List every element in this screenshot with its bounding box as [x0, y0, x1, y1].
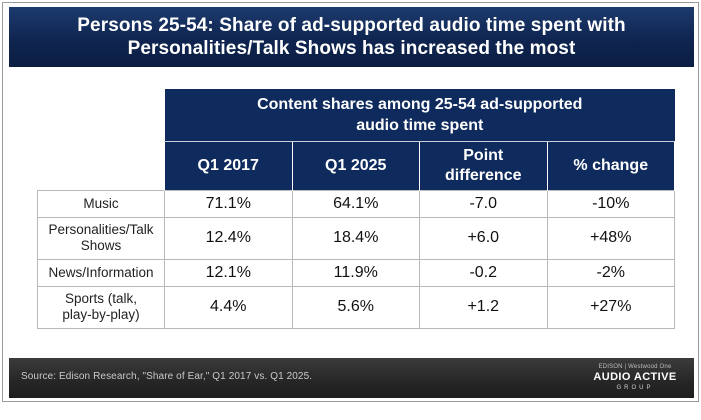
cell-point-difference: -0.2	[419, 258, 548, 287]
group-header-line2: audio time spent	[356, 116, 484, 134]
logo-brand-text: AUDIO ACTIVE	[593, 371, 677, 383]
table-row: Music 71.1% 64.1% -7.0 -10%	[37, 189, 676, 218]
cell-q1-2025: 5.6%	[291, 285, 420, 329]
cell-q1-2017: 4.4%	[164, 285, 293, 329]
cell-point-difference: +6.0	[419, 216, 548, 260]
group-header-line1: Content shares among 25-54 ad-supported	[257, 95, 583, 113]
col-header-text: Q1 2025	[325, 156, 387, 174]
col-header-pct-change: % change	[546, 141, 676, 190]
audio-active-group-logo: EDISON | Westwood One AUDIO ACTIVE GROUP	[590, 363, 680, 395]
group-header: Content shares among 25-54 ad-supported …	[163, 89, 675, 142]
logo-partners-text: EDISON | Westwood One	[598, 364, 672, 370]
cell-pct-change: +48%	[546, 216, 676, 260]
row-label-line1: Music	[83, 195, 119, 211]
row-label-line1: News/Information	[48, 264, 154, 280]
cell-q1-2017: 12.1%	[164, 258, 293, 287]
slide-header: Persons 25-54: Share of ad-supported aud…	[9, 7, 694, 67]
row-label-line2: play-by-play)	[62, 307, 140, 322]
slide-title-line2: Personalities/Talk Shows has increased t…	[127, 38, 576, 59]
col-header-q1-2025: Q1 2025	[291, 141, 420, 190]
slide-title-line1: Persons 25-54: Share of ad-supported aud…	[77, 15, 626, 36]
slide-footer: Source: Edison Research, "Share of Ear,"…	[9, 358, 694, 398]
corner-blank	[37, 89, 165, 141]
row-label-line1: Sports (talk,	[64, 291, 138, 306]
cell-q1-2017: 71.1%	[164, 189, 293, 218]
cell-q1-2025: 18.4%	[291, 216, 420, 260]
row-label-line2: Shows	[80, 238, 122, 253]
table-row: Sports (talk, play-by-play) 4.4% 5.6% +1…	[37, 285, 676, 329]
cell-pct-change: +27%	[546, 285, 676, 329]
source-note: Source: Edison Research, "Share of Ear,"…	[21, 371, 313, 382]
col-header-text: Q1 2017	[197, 156, 259, 174]
row-label: News/Information	[37, 258, 165, 287]
slide-frame: Persons 25-54: Share of ad-supported aud…	[2, 2, 699, 402]
row-label-line1: Personalities/Talk	[48, 222, 154, 237]
row-label: Personalities/Talk Shows	[37, 216, 165, 260]
logo-group-text: GROUP	[616, 385, 654, 391]
cell-q1-2017: 12.4%	[164, 216, 293, 260]
col-header-text: % change	[573, 156, 649, 174]
table-row: Personalities/Talk Shows 12.4% 18.4% +6.…	[37, 216, 676, 260]
cell-q1-2025: 11.9%	[291, 258, 420, 287]
col-header-q1-2017: Q1 2017	[164, 141, 293, 190]
row-label: Sports (talk, play-by-play)	[37, 285, 165, 329]
cell-pct-change: -2%	[546, 258, 676, 287]
col-header-text-2: difference	[445, 166, 522, 184]
row-label: Music	[37, 189, 165, 218]
cell-pct-change: -10%	[546, 189, 676, 218]
cell-point-difference: +1.2	[419, 285, 548, 329]
slide-title: Persons 25-54: Share of ad-supported aud…	[77, 14, 625, 60]
corner-blank-2	[37, 141, 165, 190]
col-header-text: Point	[463, 146, 504, 164]
cell-point-difference: -7.0	[419, 189, 548, 218]
cell-q1-2025: 64.1%	[291, 189, 420, 218]
content-share-table: Content shares among 25-54 ad-supported …	[37, 89, 676, 329]
table-row: News/Information 12.1% 11.9% -0.2 -2%	[37, 258, 676, 287]
col-header-point-difference: Point difference	[419, 141, 548, 190]
